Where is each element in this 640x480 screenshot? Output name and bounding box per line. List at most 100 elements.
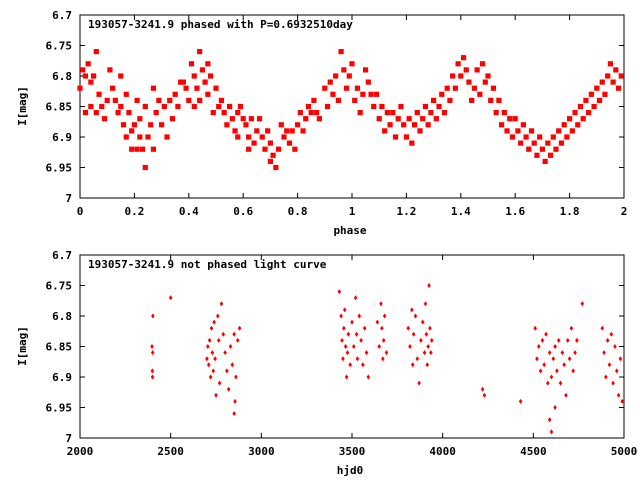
- data-point: [104, 97, 110, 103]
- data-point: [205, 61, 211, 67]
- data-point: [420, 319, 425, 325]
- data-point: [422, 103, 429, 110]
- x-tick-label: 0: [77, 205, 84, 218]
- data-point: [212, 319, 216, 325]
- data-point: [150, 374, 155, 380]
- x-tick-label: 0.2: [124, 205, 144, 218]
- data-point: [375, 319, 380, 325]
- data-point: [401, 122, 407, 128]
- x-tick-label: 4500: [520, 445, 547, 458]
- data-point: [221, 331, 226, 337]
- data-point: [150, 146, 157, 152]
- data-point: [112, 97, 118, 103]
- data-point: [450, 73, 456, 79]
- data-point: [93, 49, 99, 55]
- data-point: [303, 116, 309, 122]
- data-point: [362, 325, 367, 331]
- data-point: [237, 325, 242, 331]
- data-point: [300, 128, 306, 134]
- data-point: [88, 103, 94, 110]
- data-point: [512, 116, 518, 122]
- data-point: [425, 362, 430, 368]
- data-point: [353, 295, 358, 301]
- data-point: [350, 319, 354, 325]
- data-point: [355, 356, 360, 362]
- data-point: [458, 73, 464, 79]
- data-point: [499, 122, 505, 128]
- data-point: [507, 116, 513, 122]
- data-point: [504, 128, 510, 134]
- data-point: [605, 73, 611, 79]
- data-point: [371, 103, 377, 110]
- data-point: [556, 337, 561, 343]
- data-point: [205, 356, 209, 362]
- data-point: [615, 85, 622, 91]
- y-tick-label: 7: [65, 192, 72, 205]
- data-point: [235, 134, 241, 140]
- data-point: [221, 110, 227, 116]
- data-point: [281, 134, 287, 140]
- data-point: [546, 380, 550, 386]
- data-point: [343, 85, 350, 91]
- data-point: [480, 386, 485, 392]
- data-point: [381, 337, 386, 343]
- data-point: [569, 128, 575, 134]
- data-point: [599, 79, 605, 85]
- data-point: [225, 368, 229, 374]
- data-point: [188, 61, 195, 67]
- data-point: [197, 97, 203, 103]
- data-point: [357, 313, 362, 319]
- x-tick-label: 2500: [157, 445, 184, 458]
- data-point: [613, 67, 619, 73]
- data-point: [324, 103, 331, 110]
- data-point: [226, 386, 231, 392]
- data-point: [233, 398, 237, 404]
- y-tick-label: 6.85: [46, 101, 73, 114]
- data-point: [366, 374, 371, 380]
- data-point: [547, 417, 552, 423]
- data-point: [167, 97, 173, 103]
- data-point: [387, 122, 393, 128]
- y-tick-label: 6.75: [46, 280, 73, 293]
- data-point: [575, 122, 581, 128]
- data-point: [327, 79, 333, 85]
- data-point: [311, 97, 317, 103]
- data-point: [275, 146, 282, 152]
- data-points: [150, 283, 624, 435]
- data-point: [403, 134, 409, 140]
- data-point: [518, 398, 523, 404]
- data-point: [129, 128, 135, 134]
- data-point: [408, 344, 412, 349]
- data-point: [583, 97, 589, 103]
- data-point: [544, 331, 548, 337]
- data-point: [551, 356, 556, 362]
- chart-title: 193057-3241.9 phased with P=0.6932510day: [88, 18, 353, 31]
- data-point: [211, 368, 216, 374]
- x-tick-label: 0.6: [233, 205, 253, 218]
- data-point: [151, 313, 155, 319]
- data-point: [340, 337, 344, 343]
- data-point: [419, 337, 423, 343]
- data-point: [342, 325, 346, 331]
- y-tick-label: 6.7: [52, 9, 72, 22]
- data-point: [533, 325, 537, 331]
- data-point: [159, 122, 165, 128]
- data-point: [191, 73, 197, 79]
- data-point: [567, 116, 573, 122]
- data-point: [107, 67, 113, 73]
- data-point: [427, 283, 431, 288]
- unphased-light-curve-plot: 2000 2500 3000 3500 4000 4500 5000 6.7 6.75 6.8 6.…: [16, 249, 637, 477]
- data-point: [526, 146, 532, 152]
- y-tick-label: 6.8: [52, 70, 72, 83]
- data-point: [214, 392, 218, 398]
- data-point: [380, 325, 384, 331]
- data-point: [409, 140, 415, 146]
- data-point: [618, 73, 624, 79]
- data-point: [547, 350, 552, 356]
- data-point: [410, 362, 415, 368]
- x-tick-label: 2000: [67, 445, 94, 458]
- data-point: [604, 374, 608, 380]
- data-point: [316, 116, 322, 122]
- y-tick-label: 6.75: [46, 40, 73, 53]
- x-tick-label: 4000: [429, 445, 456, 458]
